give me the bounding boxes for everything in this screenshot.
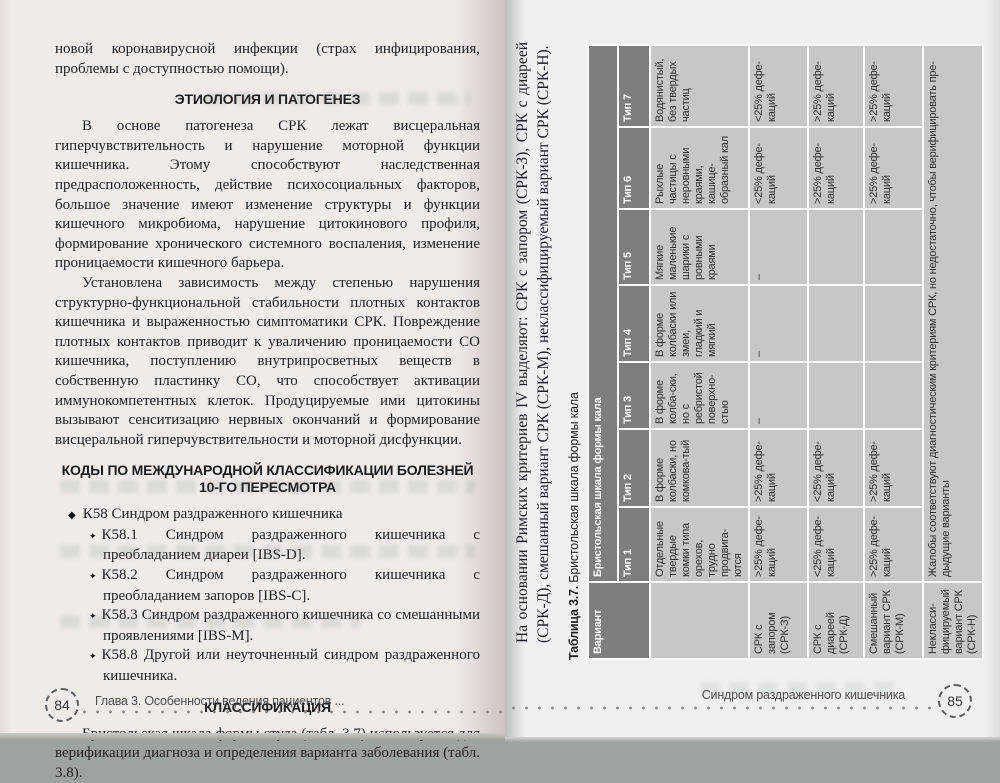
heading-icd-codes-line2: 10-ГО ПЕРЕСМОТРА xyxy=(199,479,336,496)
gear-page-number-icon: 85 xyxy=(938,684,972,718)
gear-page-number-icon: 84 xyxy=(45,688,79,722)
column-header-variant: Вариант xyxy=(588,582,650,659)
table-header-row: Тип 1 Тип 2 Тип 3 Тип 4 Тип 5 Тип 6 Тип … xyxy=(618,44,650,659)
list-item: ✦ К58.1 Синдром раздраженного кишечника с… xyxy=(55,526,480,566)
variant-cell: СРК с диареей (СРК-Д) xyxy=(808,582,864,659)
icd-code-list: ◆ К58 Синдром раздраженного кишечника ✦ К5… xyxy=(55,505,480,686)
table-cell xyxy=(808,362,864,429)
table-cell: >25% дефе-каций xyxy=(864,507,923,582)
bleed-through-artifact xyxy=(60,615,360,628)
table-cell: Мягкие маленькие шарики с ровными краями xyxy=(650,209,749,285)
dotted-rule xyxy=(507,706,931,710)
paragraph-pathogenesis-2: Установлена зависимость между степенью н… xyxy=(55,274,480,448)
list-item-label: К58 Синдром раздраженного кишечника xyxy=(82,506,343,523)
column-header-type: Тип 5 xyxy=(618,209,650,285)
table-caption: Таблица 3.7. Бристольская шкала формы ка… xyxy=(567,30,581,660)
paragraph-continuation: новой коронавирусной инфекции (страх инф… xyxy=(55,41,480,77)
page-number: 85 xyxy=(947,693,963,709)
list-item: ✦ К58.8 Другой или неуточненный синдром р… xyxy=(55,646,480,686)
list-item: ✦ К58.2 Синдром раздраженного кишечника с… xyxy=(55,566,480,606)
table-cell xyxy=(808,209,864,285)
right-page: На основании Римских критериев IV выделя… xyxy=(505,0,1000,742)
table-cell: >25% дефе-каций xyxy=(749,507,808,582)
table-cell: В форме колбаски или змеи, гладкий и мяг… xyxy=(650,285,749,362)
list-item: ✦ К58.3 Синдром раздраженного кишечника с… xyxy=(55,606,480,646)
table-cell: Водянистый, без твердых частиц xyxy=(650,44,749,127)
paragraph-pathogenesis-1: В основе патогенеза СРК лежат висцеральн… xyxy=(55,118,480,272)
left-page-content: новой коронавирусной инфекции (страх инф… xyxy=(55,41,480,781)
variant-cell: СРК с запором (СРК-З) xyxy=(749,582,808,659)
page-number: 84 xyxy=(54,697,70,713)
dotted-rule xyxy=(78,710,503,714)
heading-etiology: ЭТИОЛОГИЯ И ПАТОГЕНЕЗ xyxy=(174,91,361,108)
table-row-ibs-d: СРК с диареей (СРК-Д) <25% дефе-каций <2… xyxy=(808,44,864,659)
variant-cell: Смешанный вариант СРК (СРК-М) xyxy=(864,582,923,659)
table-cell: Отдельные твердые комки типа орехов, тру… xyxy=(650,507,749,582)
list-item-label: К58.2 Синдром раздраженного кишечника с … xyxy=(101,567,480,604)
column-header-type: Тип 7 xyxy=(618,44,650,127)
table-caption-text: Бристольская шкала формы кала xyxy=(567,392,581,583)
bleed-through-artifact xyxy=(60,480,475,493)
table-cell: <25% дефе-каций xyxy=(808,507,864,582)
column-header-type: Тип 4 xyxy=(618,285,650,362)
variant-cell: Некласси-фицируемый вариант СРК (СРК-Н) xyxy=(923,582,983,659)
table-row-ibs-u: Некласси-фицируемый вариант СРК (СРК-Н) … xyxy=(923,44,983,659)
table-cell: – xyxy=(749,209,808,285)
left-page: новой коронавирусной инфекции (страх инф… xyxy=(0,0,505,781)
merged-scale-header: Бристольская шкала формы кала xyxy=(588,44,618,582)
table-row-ibs-m: Смешанный вариант СРК (СРК-М) >25% дефе-… xyxy=(864,44,923,659)
column-header-type: Тип 2 xyxy=(618,429,650,507)
list-item: ◆ К58 Синдром раздраженного кишечника xyxy=(55,505,480,526)
star-bullet-icon: ✦ xyxy=(89,571,97,582)
table-cell: >25% дефе-каций xyxy=(864,127,923,209)
rotated-content: На основании Римских критериев IV выделя… xyxy=(512,30,983,685)
diamond-bullet-icon: ◆ xyxy=(68,510,76,522)
paragraph-rome-criteria: На основании Римских критериев IV выделя… xyxy=(514,42,552,643)
list-item-label: К58.8 Другой или неуточненный синдром ра… xyxy=(101,647,480,685)
table-cell xyxy=(864,209,923,285)
table-cell: В форме колбаски, но комкова-тый xyxy=(650,429,749,507)
table-cell xyxy=(808,285,864,362)
running-footer: Глава 3. Особенности ведения пациентов .… xyxy=(95,694,345,708)
table-cell-empty xyxy=(650,582,749,659)
table-cell-note: Жалобы соответствуют диагностическим кри… xyxy=(923,44,983,582)
bleed-through-artifact xyxy=(205,92,470,105)
star-bullet-icon: ✦ xyxy=(89,530,97,541)
table-cell: >25% дефе-каций xyxy=(864,429,923,507)
table-cell: Рыхлые частицы с неровными краями, кашиц… xyxy=(650,127,749,209)
table-cell: >25% дефе-каций xyxy=(864,44,923,127)
heading-icd-codes-line1: КОДЫ ПО МЕЖДУНАРОДНОЙ КЛАССИФИКАЦИИ БОЛЕ… xyxy=(61,462,474,479)
running-footer: Синдром раздраженного кишечника xyxy=(701,688,905,702)
table-cell: <25% дефе-каций xyxy=(808,429,864,507)
table-cell: >25% дефе-каций xyxy=(808,44,864,127)
table-cell: <25% дефе-каций xyxy=(749,44,808,127)
table-row-ibs-c: СРК с запором (СРК-З) >25% дефе-каций >2… xyxy=(749,44,808,659)
table-header-row: Вариант Бристольская шкала формы кала xyxy=(588,44,650,659)
bleed-through-artifact xyxy=(700,682,900,695)
list-item-label: К58.1 Синдром раздраженного кишечника с … xyxy=(101,526,480,564)
table-cell: >25% дефе-каций xyxy=(808,127,864,209)
column-header-type: Тип 6 xyxy=(618,127,650,209)
table-caption-label: Таблица 3.7. xyxy=(567,585,581,660)
table-cell: – xyxy=(749,362,808,429)
column-header-type: Тип 1 xyxy=(618,507,650,582)
column-header-type: Тип 3 xyxy=(618,362,650,429)
table-row-descriptions: Отдельные твердые комки типа орехов, тру… xyxy=(650,44,749,659)
table-cell: <25% дефе-каций xyxy=(749,127,808,209)
table-cell xyxy=(864,362,923,429)
table-cell xyxy=(864,285,923,362)
heading-icd-codes: КОДЫ ПО МЕЖДУНАРОДНОЙ КЛАССИФИКАЦИИ БОЛЕ… xyxy=(55,462,480,496)
star-bullet-icon: ✦ xyxy=(89,651,97,662)
bristol-scale-table: Вариант Бристольская шкала формы кала Ти… xyxy=(587,44,984,660)
table-cell: >25% дефе-каций xyxy=(749,429,808,507)
paragraph-classification: Бристольская шкала формы стула (табл. 3.… xyxy=(55,725,480,781)
table-cell: – xyxy=(749,285,808,362)
list-item-label: К58.3 Синдром раздраженного кишечника со… xyxy=(101,607,480,644)
star-bullet-icon: ✦ xyxy=(89,611,97,622)
table-cell: В форме колба-ски, но с ребристой поверх… xyxy=(650,362,749,429)
bleed-through-artifact xyxy=(60,545,475,558)
